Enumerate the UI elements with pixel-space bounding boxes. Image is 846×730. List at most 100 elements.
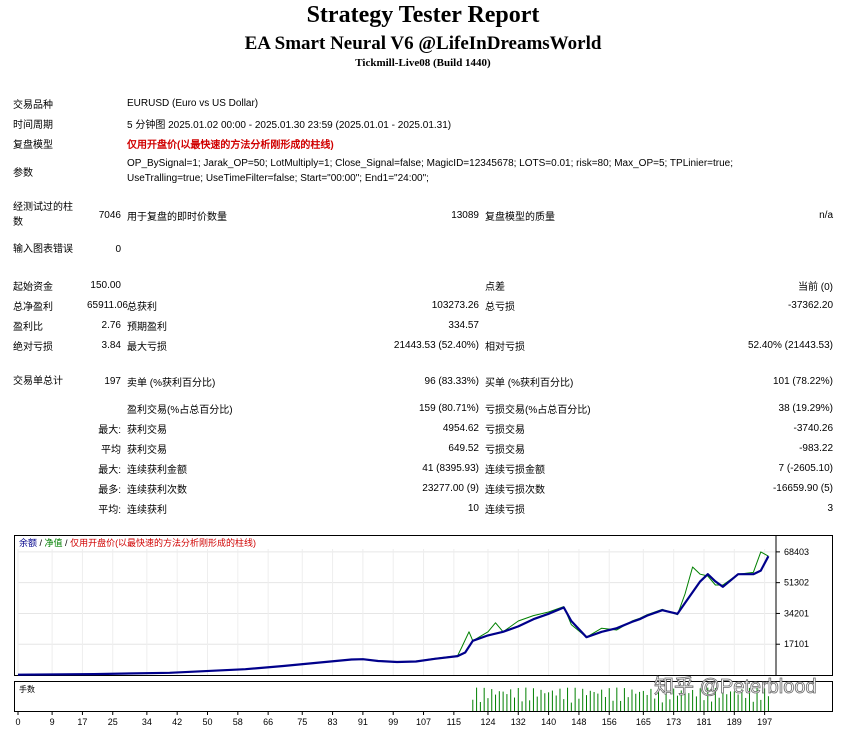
errors-value: 0: [115, 243, 121, 255]
most-prefix: 最多:: [98, 484, 121, 496]
max-consec-losses-money-value: 7 (-2605.10): [778, 462, 834, 474]
consec-money-row: 最大: 连续获利金额 41 (8395.93) 连续亏损金额 7 (-2605.…: [10, 458, 836, 478]
trades-row: 交易单总计 197 卖单 (%获利百分比) 96 (83.33%) 买单 (%获…: [10, 364, 836, 398]
balance-line: [17, 555, 770, 676]
abs-drawdown-label: 绝对亏损: [13, 341, 53, 353]
errors-row: 输入图表错误 0: [10, 232, 836, 266]
max-drawdown-label: 最大亏损: [127, 341, 167, 353]
max-consec-loss-value: -16659.90 (5): [772, 482, 834, 494]
max-prefix: 最大:: [98, 464, 121, 476]
x-tick-label: 66: [263, 717, 273, 727]
watermark: 知乎 @Peterblood: [654, 675, 817, 698]
bars-label: 经测试过的柱数: [13, 202, 73, 228]
x-axis: 0 9 17 25 34 42 50 58 66 75 83 91 99 107 115 124 132 140 1…: [15, 711, 772, 727]
short-trades-label: 卖单 (%获利百分比): [127, 377, 216, 389]
loss-trades-value: 38 (19.29%): [778, 402, 834, 414]
rel-drawdown-value: 52.40% (21443.53): [747, 339, 834, 351]
params-line-2: UseTralling=true; UseTimeFilter=false; S…: [127, 173, 429, 184]
model-row: 复盘模型 仅用开盘价(以最快速的方法分析刚形成的柱线): [10, 133, 836, 153]
largest-prefix: 最大:: [98, 424, 121, 436]
net-profit-label: 总净盈利: [13, 301, 53, 313]
x-tick-label: 99: [388, 717, 398, 727]
initial-deposit-value: 150.00: [90, 279, 121, 291]
max-consec-loss-label: 连续亏损次数: [485, 484, 545, 496]
average-profit-value: 649.52: [448, 442, 479, 454]
abs-drawdown-value: 3.84: [101, 339, 121, 351]
total-trades-value: 197: [104, 375, 121, 387]
ticks-value: 13089: [451, 209, 479, 221]
x-tick-label: 181: [696, 717, 711, 727]
long-trades-label: 买单 (%获利百分比): [485, 377, 574, 389]
gross-profit-value: 103273.26: [431, 299, 479, 311]
period-value: 5 分钟图 2025.01.02 00:00 - 2025.01.30 23:5…: [127, 119, 452, 131]
x-tick-label: 9: [50, 717, 55, 727]
rel-drawdown-label: 相对亏损: [485, 341, 525, 353]
average-prefix: 平均: [101, 444, 121, 456]
net-profit-value: 65911.06: [87, 299, 128, 311]
x-tick-label: 17: [77, 717, 87, 727]
symbol-value: EURUSD (Euro vs US Dollar): [127, 97, 259, 109]
x-tick-label: 34: [142, 717, 152, 727]
gross-loss-label: 总亏损: [485, 301, 515, 313]
gross-loss-value: -37362.20: [787, 299, 834, 311]
x-tick-label: 42: [172, 717, 182, 727]
max-consec-losses-money-label: 连续亏损金额: [485, 464, 545, 476]
model-label: 复盘模型: [13, 139, 53, 151]
avg-consec-losses-value: 3: [827, 502, 834, 514]
profit-trades-label: 盈利交易(%占总百分比): [127, 404, 233, 416]
total-trades-label: 交易单总计: [13, 375, 63, 387]
profit-trades-value: 159 (80.71%): [418, 402, 479, 414]
params-value: OP_BySignal=1; Jarak_OP=50; LotMultiply=…: [124, 153, 836, 189]
profit-factor-value: 2.76: [101, 319, 121, 331]
quality-value: n/a: [819, 209, 834, 221]
errors-label: 输入图表错误: [13, 243, 73, 255]
y-tick-label: 68403: [784, 547, 809, 557]
period-row: 时间周期 5 分钟图 2025.01.02 00:00 - 2025.01.30…: [10, 113, 836, 133]
x-tick-label: 132: [511, 717, 526, 727]
x-tick-label: 83: [328, 717, 338, 727]
profit-factor-label: 盈利比: [13, 321, 43, 333]
volume-bars: [472, 687, 769, 711]
x-tick-label: 165: [636, 717, 651, 727]
chart-legend: 余额 / 净值 / 仅用开盘价(以最快速的方法分析刚形成的柱线): [19, 537, 256, 548]
average-loss-label: 亏损交易: [485, 444, 525, 456]
avg-prefix: 平均:: [98, 504, 121, 516]
expected-payoff-value: 334.57: [448, 319, 479, 331]
loss-trades-label: 亏损交易(%占总百分比): [485, 404, 591, 416]
short-trades-value: 96 (83.33%): [424, 375, 479, 387]
x-tick-label: 75: [297, 717, 307, 727]
max-consec-wins-money-label: 连续获利金额: [127, 464, 187, 476]
consec-count-row: 最多: 连续获利次数 23277.00 (9) 连续亏损次数 -16659.90…: [10, 478, 836, 498]
x-tick-label: 148: [571, 717, 586, 727]
report-subtitle: EA Smart Neural V6 @LifeInDreamsWorld: [244, 33, 602, 54]
quality-label: 复盘模型的质量: [485, 211, 555, 223]
y-tick-label: 34201: [784, 608, 809, 618]
x-tick-label: 50: [202, 717, 212, 727]
max-consec-profit-label: 连续获利次数: [127, 484, 187, 496]
largest-loss-value: -3740.26: [793, 422, 834, 434]
model-value: 仅用开盘价(以最快速的方法分析刚形成的柱线): [127, 139, 334, 151]
initial-deposit-label: 起始资金: [13, 281, 53, 293]
profit-factor-row: 盈利比 2.76 预期盈利 334.57: [10, 315, 836, 335]
x-tick-label: 58: [233, 717, 243, 727]
x-tick-label: 197: [757, 717, 772, 727]
x-tick-label: 25: [108, 717, 118, 727]
gross-profit-label: 总获利: [127, 301, 157, 313]
average-row: 平均 获利交易 649.52 亏损交易 -983.22: [10, 438, 836, 458]
ticks-label: 用于复盘的即时价数量: [127, 211, 227, 223]
avg-consec-wins-value: 10: [467, 502, 479, 514]
average-loss-value: -983.22: [799, 442, 834, 454]
symbol-label: 交易品种: [13, 99, 53, 111]
symbol-row: 交易品种 EURUSD (Euro vs US Dollar): [10, 93, 836, 113]
spread-value: 当前 (0): [798, 281, 834, 293]
balance-chart: 68403 51302 34201 17101 0 9 17 25 34 42 50 58 66 75 8…: [14, 535, 833, 727]
params-label: 参数: [13, 167, 33, 179]
net-profit-row: 总净盈利 65911.06 总获利 103273.26 总亏损 -37362.2…: [10, 295, 836, 315]
x-tick-label: 0: [15, 717, 20, 727]
bars-value: 7046: [98, 209, 121, 221]
largest-row: 最大: 获利交易 4954.62 亏损交易 -3740.26: [10, 418, 836, 438]
largest-loss-label: 亏损交易: [485, 424, 525, 436]
bars-row: 经测试过的柱数 7046 用于复盘的即时价数量 13089 复盘模型的质量 n/…: [10, 198, 836, 232]
long-trades-value: 101 (78.22%): [772, 375, 834, 387]
largest-profit-label: 获利交易: [127, 424, 167, 436]
